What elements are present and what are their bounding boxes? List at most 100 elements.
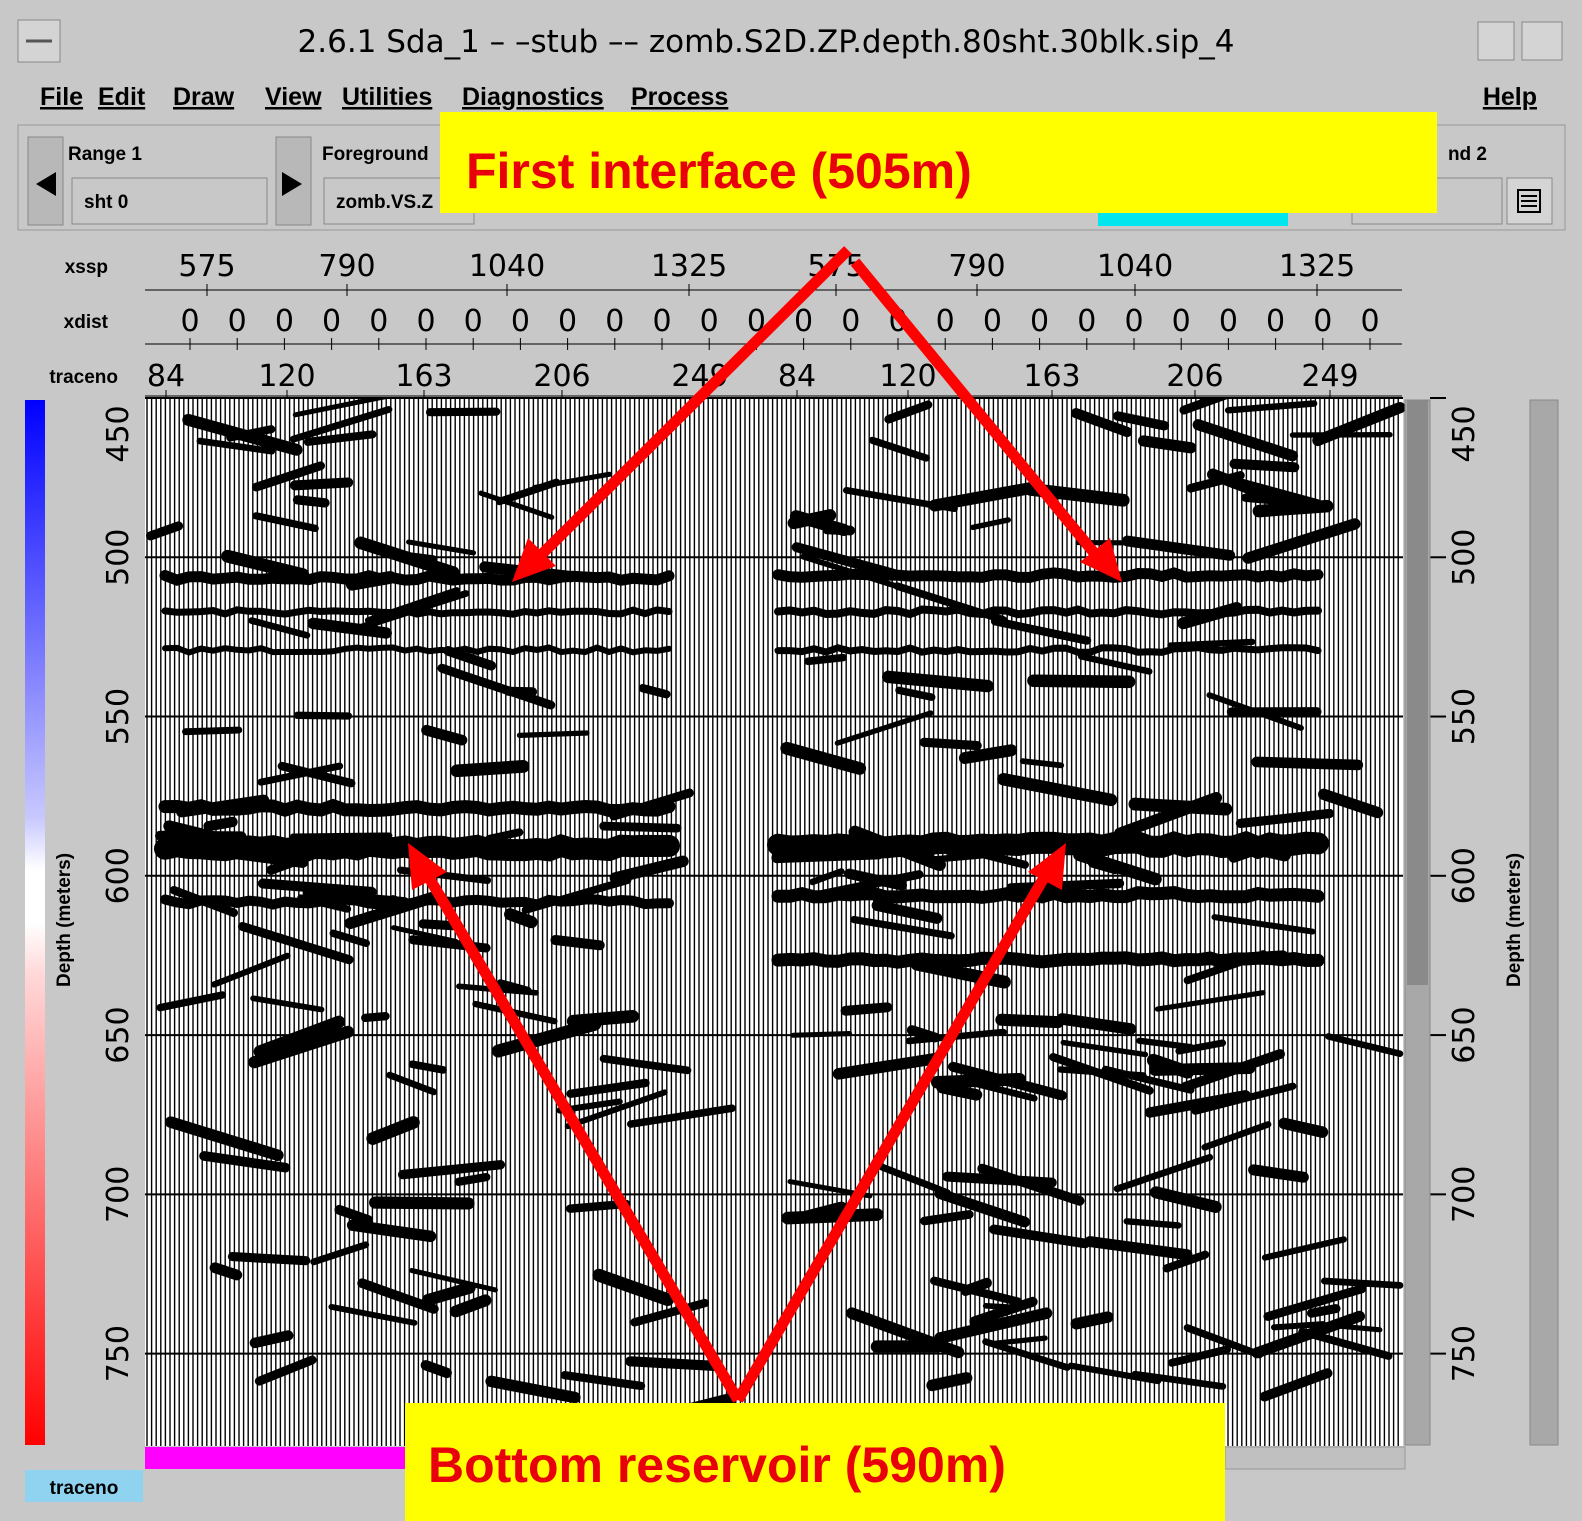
event — [1196, 950, 1289, 966]
event — [386, 1071, 438, 1096]
event — [1259, 1368, 1333, 1402]
depth-tick-label: 550 — [1447, 688, 1482, 745]
event — [290, 832, 393, 840]
event — [237, 922, 354, 965]
xdist-tick-label: 0 — [1124, 304, 1143, 339]
title-bar — [0, 0, 1582, 66]
depth-tick-label: 450 — [101, 405, 136, 462]
xdist-tick-label: 0 — [936, 304, 955, 339]
event — [169, 885, 239, 918]
input-value: zomb.VS.Z — [336, 192, 434, 213]
hscrollbar[interactable] — [1224, 1446, 1406, 1470]
event — [989, 1224, 1091, 1249]
event — [930, 1072, 1026, 1089]
traceno-tick-label: 249 — [1301, 359, 1358, 394]
xdist-tick-label: 0 — [794, 304, 813, 339]
event — [289, 477, 354, 491]
event — [884, 400, 933, 424]
event — [787, 509, 837, 530]
xdist-tick-label: 0 — [322, 304, 341, 339]
event — [1154, 990, 1266, 1012]
traceno-tick-label: 163 — [395, 359, 452, 394]
event — [357, 1278, 439, 1314]
header-label: xssp — [65, 257, 108, 278]
xdist-tick-label: 0 — [228, 304, 247, 339]
event — [877, 1163, 951, 1197]
xdist-tick-label: 0 — [464, 304, 483, 339]
axis-title: Depth (meters) — [54, 853, 75, 987]
event — [409, 1267, 498, 1293]
xdist-tick-label: 0 — [558, 304, 577, 339]
reflector — [771, 886, 1325, 904]
event — [192, 842, 309, 868]
xdist-tick-label: 0 — [416, 304, 435, 339]
event — [406, 539, 477, 556]
input-value: sht 0 — [84, 192, 128, 213]
menu-item[interactable]: Edit — [98, 83, 146, 111]
event — [1318, 1321, 1383, 1333]
event — [1298, 1327, 1393, 1360]
scroll-thumb[interactable] — [1407, 400, 1428, 985]
event — [1224, 400, 1318, 414]
menu-item[interactable]: Utilities — [342, 83, 432, 111]
depth-tick-label: 700 — [1447, 1166, 1482, 1223]
event — [564, 1089, 668, 1130]
event — [771, 848, 885, 864]
event — [1077, 653, 1153, 675]
event — [1167, 1345, 1231, 1367]
event — [328, 1303, 418, 1326]
reflector — [162, 644, 672, 656]
event — [609, 788, 694, 821]
event — [418, 919, 458, 931]
annotation: First interface (505m) — [466, 143, 972, 199]
seismic-section — [145, 398, 1406, 1446]
xdist-tick-label: 0 — [1219, 304, 1238, 339]
event — [1137, 435, 1197, 454]
menu-item[interactable]: View — [265, 83, 322, 111]
event — [926, 1372, 973, 1392]
event — [1242, 518, 1361, 564]
reflector — [767, 830, 1329, 860]
event — [437, 663, 556, 710]
event — [209, 1262, 243, 1281]
event — [990, 617, 1092, 645]
event — [397, 1160, 506, 1180]
event — [882, 670, 994, 693]
axis-title: Depth (meters) — [1504, 853, 1525, 987]
xdist-tick-label: 0 — [369, 304, 388, 339]
event — [1261, 1236, 1347, 1261]
event — [1192, 419, 1299, 462]
menu-item[interactable]: File — [40, 83, 83, 111]
event — [1123, 1218, 1182, 1229]
event — [1128, 797, 1233, 816]
reflector — [774, 644, 1322, 656]
menu-item[interactable]: Help — [1483, 83, 1537, 111]
depth-tick-label: 500 — [101, 529, 136, 586]
xdist-tick-label: 0 — [700, 304, 719, 339]
menu: File Edit Draw View Utilities Diagnostics Proc… — [40, 83, 728, 111]
minimize-button[interactable] — [1477, 21, 1515, 61]
event — [934, 1307, 1053, 1344]
xdist-tick-label: 0 — [275, 304, 294, 339]
event — [1248, 1164, 1309, 1183]
event — [251, 461, 325, 492]
maximize-button[interactable] — [1521, 21, 1563, 61]
xssp-tick-label: 1040 — [1097, 249, 1173, 284]
event — [369, 1196, 475, 1210]
scrollbar[interactable] — [1529, 399, 1559, 1446]
event — [345, 570, 397, 591]
event — [1070, 408, 1133, 438]
annotation: Bottom reservoir (590m) — [428, 1437, 1006, 1493]
menu-item[interactable]: Draw — [173, 83, 235, 111]
event — [848, 825, 946, 872]
menu-item[interactable]: Process — [631, 83, 728, 111]
menu-item[interactable]: Diagnostics — [462, 83, 604, 111]
event — [550, 935, 605, 951]
xdist-tick-label: 0 — [1172, 304, 1191, 339]
event — [1136, 1037, 1195, 1051]
event — [496, 979, 532, 995]
event — [969, 1296, 1038, 1327]
event — [599, 1054, 692, 1075]
event — [277, 761, 356, 788]
input[interactable] — [71, 177, 268, 225]
